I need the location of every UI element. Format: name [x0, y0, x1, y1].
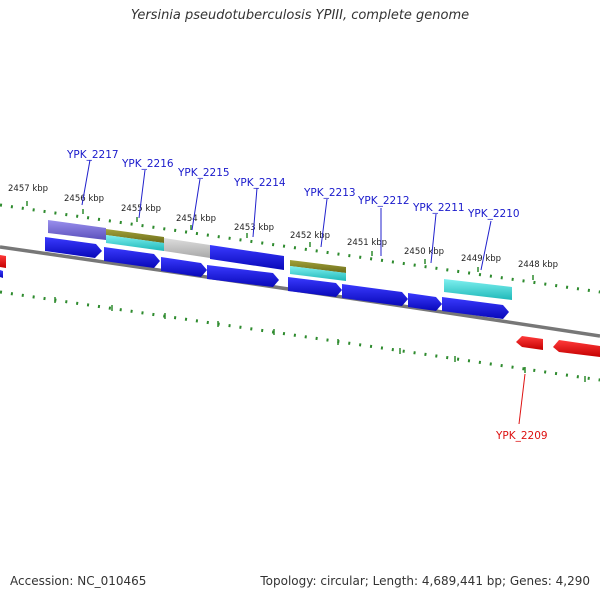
gene-label[interactable]: YPK_2215: [177, 167, 230, 179]
kbp-label: 2448 kbp: [518, 260, 558, 270]
gene-arrow-ypk2210[interactable]: [442, 297, 509, 319]
gene-label[interactable]: YPK_2213: [303, 187, 356, 199]
leader-line: [252, 187, 258, 238]
gene-arrow-left-edge-blue[interactable]: [0, 270, 3, 278]
scale-tick: [54, 297, 586, 382]
inner-scale-track: [0, 290, 600, 382]
leader-line: [518, 373, 526, 425]
gene-arrow-right-edge[interactable]: [553, 340, 600, 357]
gene-label[interactable]: YPK_2214: [233, 177, 286, 189]
cyan-feature: [444, 279, 512, 300]
forward-genes: [45, 237, 509, 319]
accession-text: Accession: NC_010465: [10, 574, 147, 588]
gene-arrow-ypk2213[interactable]: [288, 277, 342, 297]
gene-label[interactable]: YPK_2211: [412, 202, 465, 214]
cyan-feature: [290, 266, 346, 281]
feature-bars: [48, 220, 512, 300]
gene-arrow-left-edge[interactable]: [0, 255, 6, 268]
gene-label[interactable]: YPK_2212: [357, 195, 410, 207]
scale-tick: [26, 201, 534, 280]
leader-line: [81, 159, 91, 206]
outer-scale-track: [0, 201, 600, 294]
olive-feature: [290, 260, 346, 273]
leader-line: [430, 213, 437, 264]
genome-summary-text: Topology: circular; Length: 4,689,441 bp…: [260, 574, 590, 588]
gene-arrow-ypk2212[interactable]: [342, 284, 408, 306]
olive-feature: [106, 229, 164, 243]
gene-arrow-ypk2215[interactable]: [161, 257, 207, 277]
gene-label[interactable]: YPK_2217: [66, 149, 119, 161]
gene-label[interactable]: YPK_2209: [495, 430, 548, 442]
reverse-genes: [0, 255, 600, 357]
kbp-label: 2455 kbp: [121, 204, 161, 214]
leader-line: [138, 169, 146, 219]
kbp-label: 2451 kbp: [347, 238, 387, 248]
gene-arrow-ypk2217[interactable]: [45, 237, 102, 258]
kbp-label: 2454 kbp: [176, 214, 216, 224]
leader-line: [191, 178, 201, 231]
blue-feature: [210, 245, 284, 270]
leader-line: [320, 198, 328, 248]
kbp-label: 2457 kbp: [8, 184, 48, 194]
purple-feature: [48, 220, 106, 240]
kbp-label: 2450 kbp: [404, 247, 444, 257]
cyan-feature: [106, 235, 164, 251]
page-title: Yersinia pseudotuberculosis YPIII, compl…: [130, 8, 470, 23]
gene-label[interactable]: YPK_2216: [121, 158, 174, 170]
grey-feature: [164, 238, 210, 258]
leader-line: [480, 220, 492, 271]
gene-arrow-ypk2209[interactable]: [516, 336, 543, 350]
kbp-label: 2456 kbp: [64, 194, 104, 204]
gene-arrow-ypk2216[interactable]: [104, 247, 160, 268]
kbp-label: 2449 kbp: [461, 254, 501, 264]
label-leaders: [81, 159, 526, 425]
gene-arrow-ypk2214[interactable]: [207, 265, 279, 287]
kbp-label: 2452 kbp: [290, 231, 330, 241]
gene-labels: YPK_2217 YPK_2216 YPK_2215 YPK_2214 YPK_…: [66, 149, 548, 442]
gene-label[interactable]: YPK_2210: [467, 208, 520, 220]
gene-arrow-ypk2211[interactable]: [408, 293, 442, 311]
